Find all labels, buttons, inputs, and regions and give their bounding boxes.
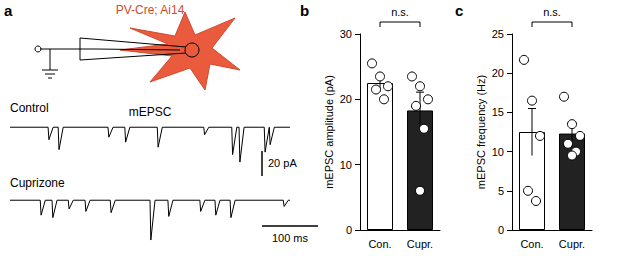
svg-text:100 ms: 100 ms bbox=[272, 232, 309, 244]
svg-text:b: b bbox=[300, 2, 309, 19]
svg-text:10: 10 bbox=[340, 159, 352, 171]
svg-text:Control: Control bbox=[10, 101, 49, 115]
svg-text:Cuprizone: Cuprizone bbox=[10, 176, 65, 190]
svg-text:mEPSC: mEPSC bbox=[129, 105, 172, 119]
svg-text:Cupr.: Cupr. bbox=[407, 238, 433, 250]
svg-text:mEPSC frequency (Hz): mEPSC frequency (Hz) bbox=[475, 75, 487, 189]
svg-text:5: 5 bbox=[498, 185, 504, 197]
svg-text:10: 10 bbox=[492, 146, 504, 158]
svg-text:PV-Cre; Ai14: PV-Cre; Ai14 bbox=[116, 3, 185, 17]
svg-text:0: 0 bbox=[346, 224, 352, 236]
svg-text:a: a bbox=[4, 2, 13, 19]
svg-text:30: 30 bbox=[340, 28, 352, 40]
svg-text:mEPSC amplitude (pA): mEPSC amplitude (pA) bbox=[323, 75, 335, 189]
svg-text:n.s.: n.s. bbox=[391, 6, 409, 18]
svg-text:Cupr.: Cupr. bbox=[559, 238, 585, 250]
svg-text:Con.: Con. bbox=[520, 238, 543, 250]
svg-text:Con.: Con. bbox=[368, 238, 391, 250]
svg-text:n.s.: n.s. bbox=[543, 6, 561, 18]
svg-text:20 pA: 20 pA bbox=[268, 157, 297, 169]
svg-text:20: 20 bbox=[492, 67, 504, 79]
svg-text:20: 20 bbox=[340, 93, 352, 105]
svg-text:15: 15 bbox=[492, 106, 504, 118]
svg-text:0: 0 bbox=[498, 224, 504, 236]
svg-text:c: c bbox=[455, 2, 463, 19]
svg-text:25: 25 bbox=[492, 28, 504, 40]
